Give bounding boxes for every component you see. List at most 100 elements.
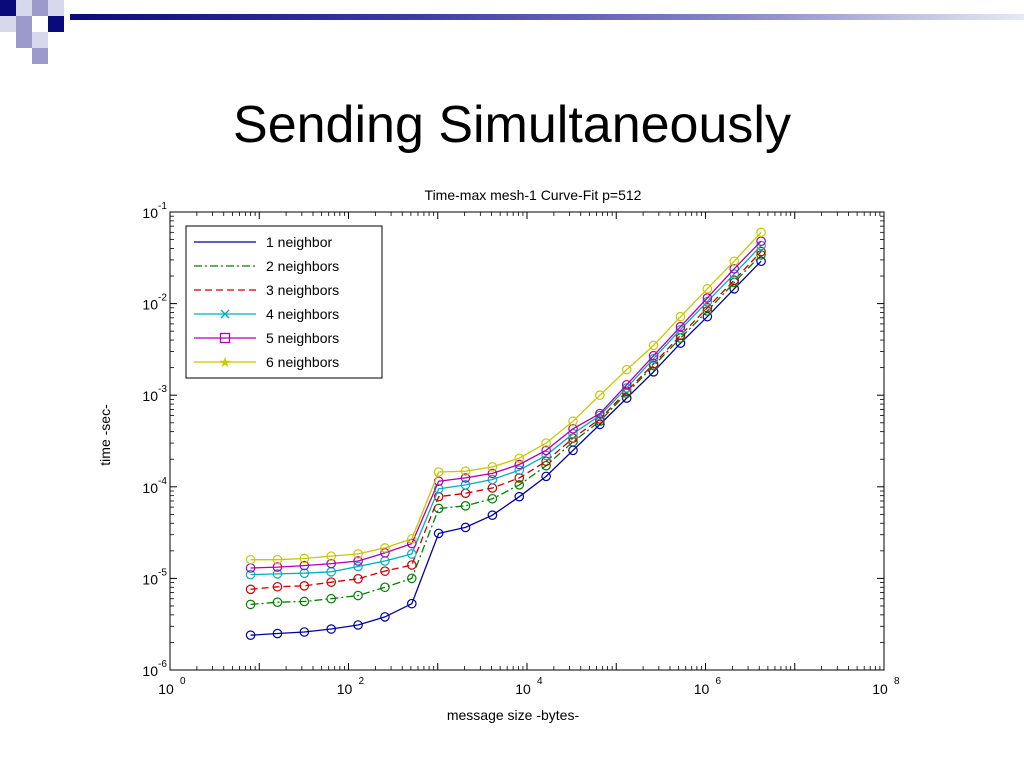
data-point	[380, 566, 390, 576]
data-point	[407, 598, 417, 609]
y-tick-exponent: -4	[158, 476, 167, 487]
data-point	[568, 416, 578, 427]
data-point	[595, 408, 605, 419]
data-point	[675, 321, 686, 332]
data-point	[353, 590, 363, 601]
y-tick-label: 10	[142, 663, 158, 679]
data-point	[245, 630, 256, 640]
data-point	[353, 556, 363, 566]
data-point	[514, 459, 525, 470]
data-point	[380, 543, 390, 553]
y-tick-exponent: -2	[158, 293, 167, 304]
data-point	[407, 573, 417, 584]
legend-label-2: 2 neighbors	[266, 258, 339, 274]
data-point	[675, 338, 686, 348]
corner-square-mid-3	[16, 32, 32, 48]
corner-square-light-2	[48, 0, 64, 16]
legend-star-marker: ★	[219, 354, 232, 370]
data-point	[299, 596, 310, 607]
legend-label-1: 1 neighbor	[266, 234, 333, 250]
data-point	[621, 379, 632, 390]
data-point	[272, 554, 283, 565]
data-point	[648, 340, 659, 351]
corner-square-dark-2	[48, 16, 64, 32]
data-point	[299, 581, 310, 591]
data-point	[541, 445, 551, 456]
chart-title: Time-max mesh-1 Curve-Fit p=512	[425, 187, 642, 203]
data-point	[460, 522, 471, 533]
corner-square-dark-1	[0, 0, 16, 16]
data-point	[648, 353, 659, 364]
corner-square-light-3	[0, 16, 16, 32]
data-point	[541, 460, 551, 471]
x-tick-exponent: 4	[537, 676, 543, 687]
data-point	[407, 534, 417, 544]
data-point	[380, 612, 390, 622]
data-point	[648, 350, 659, 361]
data-point	[353, 620, 363, 630]
data-point	[514, 491, 525, 502]
data-point	[433, 467, 444, 477]
data-point	[245, 554, 256, 565]
data-point	[541, 471, 551, 482]
y-tick-label: 10	[142, 297, 158, 313]
data-point	[407, 549, 417, 559]
x-axis-label: message size -bytes-	[447, 707, 580, 723]
x-tick-label: 10	[337, 681, 353, 697]
legend-label-3: 3 neighbors	[266, 282, 339, 298]
data-point	[380, 548, 390, 558]
x-tick-exponent: 6	[716, 676, 722, 687]
data-point	[702, 302, 713, 313]
data-point	[702, 293, 713, 303]
data-point	[756, 246, 766, 257]
data-point	[514, 465, 525, 475]
y-axis-label: time -sec-	[97, 404, 113, 466]
data-point	[756, 250, 766, 260]
data-point	[487, 462, 498, 472]
data-point	[675, 324, 686, 335]
data-point	[514, 453, 525, 464]
y-tick-label: 10	[142, 571, 158, 587]
data-point	[272, 581, 283, 592]
y-tick-label: 10	[142, 205, 158, 221]
data-point	[299, 560, 310, 571]
header-gradient-bar	[70, 14, 1024, 20]
data-point	[433, 528, 444, 539]
x-tick-label: 10	[158, 681, 174, 697]
data-point	[460, 480, 471, 490]
data-point	[326, 577, 337, 587]
data-point	[756, 256, 766, 267]
legend-square-marker	[219, 332, 231, 344]
data-point	[245, 584, 256, 595]
data-point	[729, 256, 740, 267]
x-tick-exponent: 8	[894, 676, 900, 687]
series-line-3	[250, 251, 762, 590]
data-point	[487, 468, 498, 479]
data-point	[541, 456, 551, 467]
data-point	[756, 227, 766, 238]
data-point	[433, 484, 444, 494]
data-point	[299, 627, 310, 637]
data-point	[460, 473, 471, 483]
x-tick-label: 10	[515, 681, 531, 697]
legend-x-marker	[220, 309, 230, 319]
data-point	[460, 501, 471, 511]
legend-box	[185, 225, 383, 379]
data-point	[675, 311, 686, 322]
data-point	[729, 263, 740, 274]
data-point	[568, 423, 578, 434]
slide-title: Sending Simultaneously	[233, 96, 791, 154]
y-tick-label: 10	[142, 480, 158, 496]
data-point	[729, 275, 740, 286]
data-point	[272, 628, 283, 639]
data-point	[326, 551, 337, 561]
data-point	[514, 480, 525, 490]
x-tick-exponent: 0	[180, 676, 186, 687]
data-point	[487, 493, 498, 504]
corner-square-mid-4	[32, 48, 48, 64]
data-point	[326, 558, 337, 569]
data-point	[272, 569, 283, 579]
corner-square-mid-1	[32, 0, 48, 16]
data-point	[245, 599, 256, 610]
data-point	[487, 474, 498, 485]
